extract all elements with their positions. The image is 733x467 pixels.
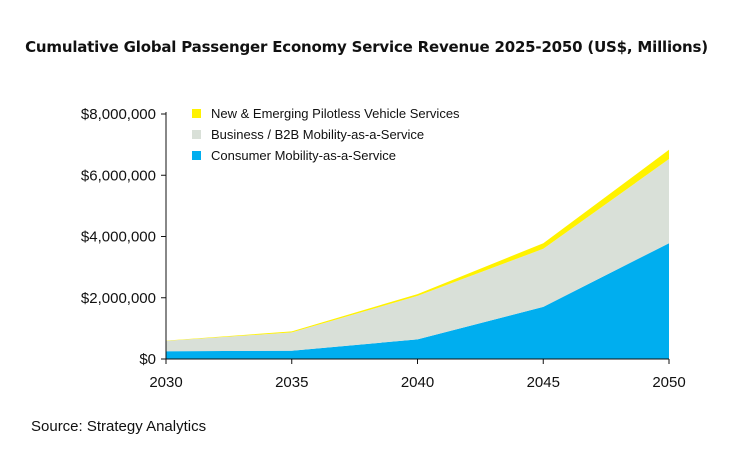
y-tick-label: $6,000,000: [81, 167, 156, 184]
legend: New & Emerging Pilotless Vehicle Service…: [192, 106, 460, 163]
y-tick-label: $4,000,000: [81, 229, 156, 246]
area-series-2: [166, 159, 669, 352]
source-note: Source: Strategy Analytics: [31, 418, 207, 435]
y-tick-label: $2,000,000: [81, 290, 156, 307]
x-tick-label: 2040: [401, 374, 434, 391]
legend-swatch: [192, 109, 201, 118]
area-series-1: [166, 243, 669, 359]
area-layer: [166, 149, 669, 359]
y-tick-label: $8,000,000: [81, 106, 156, 123]
x-tick-label: 2050: [652, 374, 685, 391]
x-tick-label: 2030: [149, 374, 182, 391]
legend-label: Consumer Mobility-as-a-Service: [211, 148, 396, 163]
y-tick-label: $0: [139, 351, 156, 368]
x-tick-label: 2045: [527, 374, 560, 391]
legend-swatch: [192, 151, 201, 160]
legend-label: Business / B2B Mobility-as-a-Service: [211, 127, 424, 142]
axes-layer: $0 $2,000,000 $4,000,000 $6,000,000 $8,000,0…: [81, 106, 686, 391]
x-tick-label: 2035: [275, 374, 308, 391]
chart-title: Cumulative Global Passenger Economy Serv…: [25, 38, 708, 56]
legend-label: New & Emerging Pilotless Vehicle Service…: [211, 106, 460, 121]
legend-swatch: [192, 130, 201, 139]
